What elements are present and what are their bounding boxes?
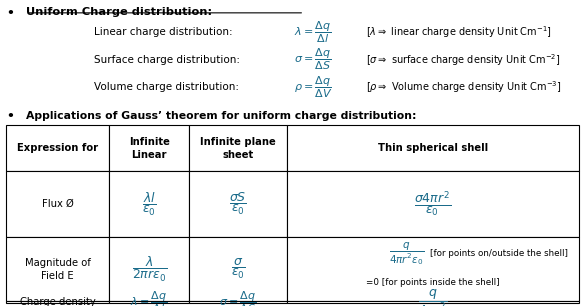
Text: Uniform Charge distribution:: Uniform Charge distribution: (26, 7, 212, 17)
Bar (109, 237, 190, 301)
Bar (287, 171, 579, 237)
Text: Infinite
Linear: Infinite Linear (129, 137, 170, 160)
Text: $\lambda = \dfrac{\Delta q}{\Delta l}$: $\lambda = \dfrac{\Delta q}{\Delta l}$ (130, 289, 168, 306)
Bar (190, 125, 287, 171)
Text: Surface charge distribution:: Surface charge distribution: (94, 55, 243, 65)
Text: [$\rho \Rightarrow$ Volume charge density Unit Cm$^{-3}$]: [$\rho \Rightarrow$ Volume charge densit… (366, 79, 561, 95)
Text: $\dfrac{\lambda}{2\pi r\varepsilon_0}$: $\dfrac{\lambda}{2\pi r\varepsilon_0}$ (132, 255, 167, 284)
Text: $\dfrac{q}{4\pi r^2\varepsilon_0}$: $\dfrac{q}{4\pi r^2\varepsilon_0}$ (389, 240, 424, 267)
Text: $\dfrac{\sigma}{\varepsilon_0}$: $\dfrac{\sigma}{\varepsilon_0}$ (230, 257, 245, 281)
Bar (190, 237, 287, 301)
Bar (287, 301, 579, 303)
Bar (6, 171, 109, 237)
Text: Expression for: Expression for (17, 144, 98, 153)
Text: =0 [for points inside the shell]: =0 [for points inside the shell] (366, 278, 500, 287)
Bar (6, 301, 109, 303)
Bar (190, 171, 287, 237)
Text: Flux Ø: Flux Ø (42, 199, 73, 209)
Bar (109, 171, 190, 237)
Bar (6, 125, 109, 171)
Bar (287, 237, 579, 301)
Bar (190, 301, 287, 303)
Text: $\dfrac{\sigma S}{\varepsilon_0}$: $\dfrac{\sigma S}{\varepsilon_0}$ (229, 191, 247, 217)
Bar (287, 125, 579, 171)
Text: Magnitude of
Field E: Magnitude of Field E (25, 258, 91, 281)
Text: •: • (6, 7, 13, 20)
Bar (6, 237, 109, 301)
Text: Applications of Gauss’ theorem for uniform charge distribution:: Applications of Gauss’ theorem for unifo… (26, 111, 417, 121)
Text: •: • (6, 110, 13, 123)
Text: Linear charge distribution:: Linear charge distribution: (94, 27, 236, 37)
Text: $\sigma = \dfrac{\Delta q}{\Delta S}$: $\sigma = \dfrac{\Delta q}{\Delta S}$ (294, 47, 332, 73)
Text: [$\lambda \Rightarrow$ linear charge density Unit Cm$^{-1}$]: [$\lambda \Rightarrow$ linear charge den… (366, 24, 552, 40)
Text: $\dfrac{\sigma 4\pi r^2}{\varepsilon_0}$: $\dfrac{\sigma 4\pi r^2}{\varepsilon_0}$ (414, 189, 452, 219)
Text: Infinite plane
sheet: Infinite plane sheet (200, 137, 276, 160)
Text: $\dfrac{\lambda l}{\varepsilon_0}$: $\dfrac{\lambda l}{\varepsilon_0}$ (142, 191, 157, 218)
Text: $\lambda = \dfrac{\Delta q}{\Delta l}$: $\lambda = \dfrac{\Delta q}{\Delta l}$ (294, 19, 332, 45)
Bar (109, 301, 190, 303)
Text: Thin spherical shell: Thin spherical shell (378, 144, 488, 153)
Text: $\dfrac{q}{4\pi r^2}$: $\dfrac{q}{4\pi r^2}$ (418, 288, 448, 306)
Text: Volume charge distribution:: Volume charge distribution: (94, 82, 242, 92)
Bar (109, 125, 190, 171)
Text: $\rho = \dfrac{\Delta q}{\Delta V}$: $\rho = \dfrac{\Delta q}{\Delta V}$ (294, 74, 332, 100)
Text: [for points on/outside the shell]: [for points on/outside the shell] (430, 249, 568, 258)
Text: Charge density: Charge density (19, 297, 95, 306)
Text: [$\sigma \Rightarrow$ surface charge density Unit Cm$^{-2}$]: [$\sigma \Rightarrow$ surface charge den… (366, 52, 560, 68)
Text: $\sigma = \dfrac{\Delta q}{\Delta S}$: $\sigma = \dfrac{\Delta q}{\Delta S}$ (219, 289, 257, 306)
